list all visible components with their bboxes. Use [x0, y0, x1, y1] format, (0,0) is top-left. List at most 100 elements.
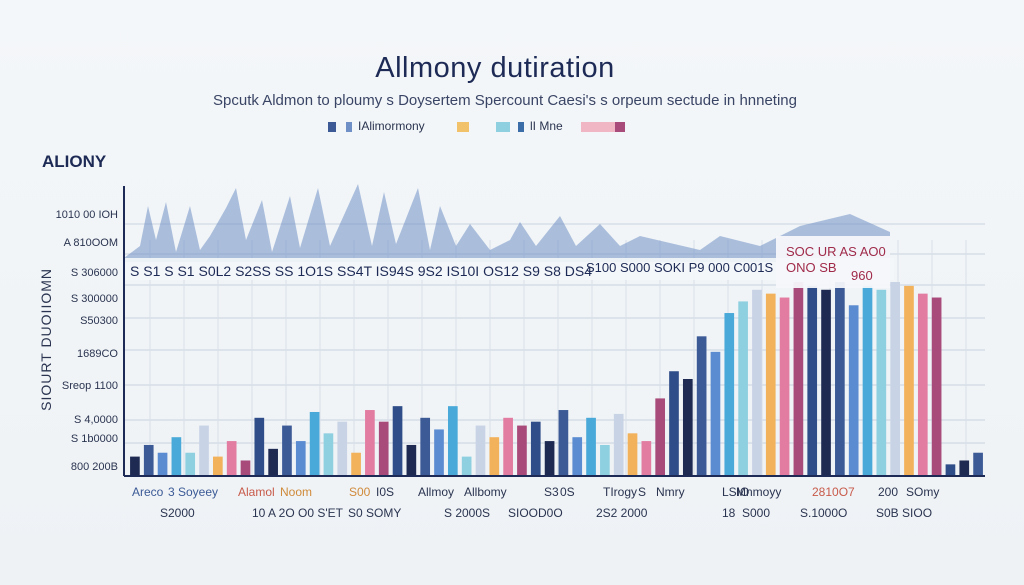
overlay-row2: S100 S000 SOKI P9 000 C001S: [586, 260, 774, 275]
bar-3: [171, 437, 182, 476]
bar-32: [572, 437, 583, 476]
x-tick-label: Allmoy: [418, 485, 455, 499]
bar-18: [378, 421, 389, 476]
x-tick-label: S3: [544, 485, 559, 499]
bar-7: [226, 441, 237, 476]
bar-25: [475, 425, 486, 476]
x-tick-label: 18: [722, 506, 736, 520]
x-tick-label: I0S: [376, 485, 395, 499]
bar-4: [185, 452, 196, 476]
x-tick-label: Alamol: [238, 485, 275, 499]
bar-9: [254, 417, 265, 476]
bar-43: [724, 313, 735, 476]
legend-swatch-4a: [581, 122, 615, 132]
legend-swatch-2: [457, 122, 469, 132]
bar-36: [627, 433, 638, 476]
y-tick-label-4: S50300: [80, 315, 118, 327]
x-tick-label: SIOOD0O: [508, 506, 563, 520]
bar-42: [710, 351, 721, 476]
y-tick-label-6: Sreop 1100: [62, 380, 118, 392]
chart-subtitle: Spcutk Aldmon to ploumy s Doysertem Sper…: [213, 92, 797, 109]
x-tick-label: S.1000O: [800, 506, 848, 520]
x-tick-label: 2S2 2000: [596, 506, 648, 520]
legend-label-3: lI Mne: [530, 119, 563, 133]
bar-15: [337, 421, 348, 476]
bar-57: [917, 293, 928, 476]
x-tick-label: 3 Soyeey: [168, 485, 219, 499]
y-tick-label-2: S 306000: [71, 267, 118, 279]
bar-59: [945, 464, 956, 476]
bar-0: [130, 456, 140, 476]
x-tick-label: 10: [252, 506, 266, 520]
bar-46: [765, 293, 776, 476]
legend-swatch-1b: [346, 122, 352, 132]
overlay-band: [124, 258, 894, 280]
bar-10: [268, 448, 278, 476]
overlay-box: [776, 236, 890, 288]
x-tick-label: LSIO: [722, 485, 750, 499]
y-tick-label-3: S 300000: [71, 293, 118, 305]
x-tick-labels-row2: S2000 10 A 2O O0 S'ET S0 SOMY S 2000S SIOOD0O…: [0, 506, 1024, 522]
x-tick-labels-row1: Areco 3 Soyeey Alamol Noom S00 I0S Allmoy Allbo…: [0, 485, 1024, 501]
x-tick-label: Areco: [132, 485, 164, 499]
bar-48: [793, 282, 804, 476]
legend-swatch-3a: [496, 122, 510, 132]
bar-61: [973, 452, 983, 476]
bar-22: [434, 429, 444, 476]
bar-12: [295, 441, 306, 476]
overlay-row1: S S1 S S1 S0L2 S2SS SS 1O1S SS4T IS94S 9…: [130, 263, 592, 279]
x-tick-label: 2810O7: [812, 485, 855, 499]
y-tick-label-8: S 1b0000: [71, 433, 118, 445]
y-tick-labels: 1010 00 IOH A 810OOM S 306000 S 300000 S5030…: [56, 209, 119, 473]
bar-5: [199, 425, 209, 476]
bar-56: [904, 285, 914, 476]
bar-55: [890, 282, 900, 476]
bar-26: [489, 437, 500, 476]
y-tick-label-5: 1689CO: [77, 348, 118, 360]
bar-49: [807, 285, 818, 476]
bar-27: [503, 417, 513, 476]
bar-29: [530, 421, 541, 476]
bar-51: [835, 282, 845, 476]
bar-35: [613, 413, 624, 476]
bar-50: [821, 289, 831, 476]
bar-53: [862, 285, 873, 476]
bar-40: [682, 379, 693, 476]
x-tick-label: Nmry: [656, 485, 685, 499]
bar-37: [641, 441, 652, 476]
x-tick-label: S0B SIOO: [876, 506, 933, 520]
bar-47: [779, 297, 790, 476]
bar-52: [848, 305, 859, 476]
x-tick-label: S000: [742, 506, 771, 520]
y-tick-label-7: S 4,0000: [74, 414, 118, 426]
overlay-right2: ONO SB: [786, 260, 837, 275]
x-tick-label: Allbomy: [464, 485, 507, 499]
x-tick-label: 0S: [560, 485, 575, 499]
bar-2: [157, 452, 168, 476]
bar-8: [240, 460, 251, 476]
overlay-right1: SOC UR AS AO0: [786, 244, 886, 259]
overlay-labels: S S1 S S1 S0L2 S2SS SS 1O1S SS4T IS94S 9…: [124, 236, 894, 288]
bar-14: [323, 433, 334, 476]
bar-38: [655, 398, 666, 476]
chart-title: Allmony dutiration: [375, 52, 615, 84]
x-tick-label: 200: [878, 485, 899, 499]
x-tick-label: Noom: [280, 485, 313, 499]
bar-28: [517, 425, 527, 476]
bar-39: [669, 371, 679, 476]
bar-21: [420, 417, 431, 476]
bar-24: [461, 456, 472, 476]
bar-30: [544, 441, 555, 476]
bar-45: [752, 289, 762, 476]
bar-1: [143, 444, 154, 476]
x-tick-label: A 2O O0 S'ET: [268, 506, 343, 520]
bar-17: [365, 410, 375, 476]
y-tick-label-1: A 810OOM: [64, 237, 118, 249]
bar-60: [959, 460, 970, 476]
x-tick-label: TIrogy: [603, 485, 638, 499]
bar-11: [282, 425, 292, 476]
bar-16: [351, 452, 361, 476]
legend-label-1: IAlimormony: [358, 119, 425, 133]
bar-31: [558, 410, 569, 476]
